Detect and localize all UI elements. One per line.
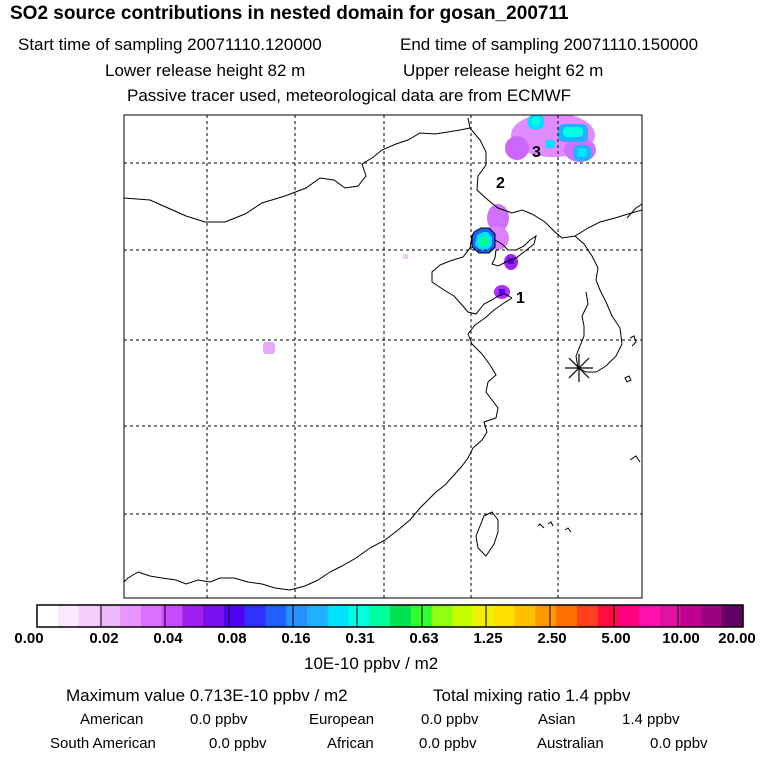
colorbar-swatch (556, 605, 578, 627)
map-gridlines (124, 115, 642, 598)
plume-peak (563, 127, 583, 137)
colorbar-label: 10.00 (662, 630, 700, 647)
colorbar-swatch (639, 605, 661, 627)
start-time-label: Start time of sampling 20071110.120000 (18, 35, 322, 54)
colorbar-swatch (535, 605, 557, 627)
colorbar-swatch (182, 605, 204, 627)
region-value-african: 0.0 ppbv (419, 735, 477, 752)
plume-peak (499, 289, 505, 295)
colorbar-swatch (265, 605, 287, 627)
colorbar-label: 0.31 (345, 630, 375, 647)
colorbar-swatch (348, 605, 370, 627)
region-value-australian: 0.0 ppbv (650, 735, 708, 752)
colorbar-swatch (306, 605, 329, 627)
colorbar-swatch (57, 605, 80, 627)
region-name-european: European (309, 711, 375, 728)
max-value-label: Maximum value 0.713E-10 ppbv / m2 (66, 686, 348, 705)
plume-blob (263, 342, 275, 354)
colorbar-label: 0.08 (217, 630, 247, 647)
source-label-3: 3 (532, 144, 541, 161)
colorbar-swatch (431, 605, 453, 627)
colorbar-unit: 10E-10 ppbv / m2 (304, 654, 439, 673)
colorbar-swatch (514, 605, 536, 627)
colorbar-frame (36, 604, 744, 628)
region-name-south-american: South American (50, 735, 156, 752)
colorbar-swatch (597, 605, 620, 627)
plume-blob (505, 136, 529, 160)
region-value-south-american: 0.0 ppbv (209, 735, 267, 752)
colorbar-swatch (493, 605, 516, 627)
region-name-australian: Australian (537, 735, 604, 752)
colorbar-swatch (37, 605, 59, 627)
colorbar-swatch (659, 605, 682, 627)
region-name-asian: Asian (538, 711, 576, 728)
colorbar-swatch (410, 605, 433, 627)
end-time-label: End time of sampling 20071110.150000 (400, 35, 699, 54)
colorbar-swatch (390, 605, 412, 627)
colorbar-label: 0.16 (281, 630, 311, 647)
colorbar (37, 605, 744, 627)
colorbar-label: 20.00 (718, 630, 756, 647)
tracer-note: Passive tracer used, meteorological data… (127, 86, 572, 105)
concentration-field (263, 115, 596, 354)
colorbar-label: 2.50 (537, 630, 567, 647)
plume-peak (577, 148, 587, 157)
colorbar-swatch (701, 605, 723, 627)
upper-release-height-label: Upper release height 62 m (403, 61, 604, 80)
colorbar-label: 5.00 (601, 630, 631, 647)
colorbar-swatch (78, 605, 100, 627)
receptor-asterisk-icon (565, 354, 593, 382)
map-background (124, 115, 642, 598)
colorbar-swatch (223, 605, 246, 627)
region-name-african: African (327, 735, 374, 752)
plume-peak (479, 236, 489, 247)
plume-blob (403, 254, 408, 259)
region-name-american: American (80, 711, 144, 728)
colorbar-swatch (369, 605, 391, 627)
colorbar-swatch (120, 605, 142, 627)
total-mixing-ratio-label: Total mixing ratio 1.4 ppbv (433, 686, 631, 705)
source-label-2: 2 (496, 175, 505, 192)
region-value-asian: 1.4 ppbv (622, 711, 680, 728)
colorbar-swatch (286, 605, 308, 627)
colorbar-label: 0.02 (89, 630, 119, 647)
colorbar-label: 0.04 (153, 630, 183, 647)
colorbar-swatch (244, 605, 267, 627)
map-frame (123, 114, 643, 599)
plume-peak (508, 258, 514, 264)
colorbar-swatch (161, 605, 183, 627)
colorbar-swatch (140, 605, 163, 627)
map-title: SO2 source contributions in nested domai… (10, 3, 569, 24)
colorbar-swatch (327, 605, 350, 627)
colorbar-swatch (99, 605, 121, 627)
coastlines (124, 117, 642, 591)
colorbar-swatch (203, 605, 225, 627)
region-value-american: 0.0 ppbv (190, 711, 248, 728)
colorbar-swatch (473, 605, 495, 627)
plume-cluster-2 (487, 204, 509, 232)
colorbar-label: 0.00 (14, 630, 44, 647)
plume-peak (532, 117, 540, 125)
colorbar-swatch (452, 605, 474, 627)
colorbar-swatch (576, 605, 599, 627)
colorbar-label: 0.63 (409, 630, 439, 647)
region-value-european: 0.0 ppbv (421, 711, 479, 728)
colorbar-swatch (722, 605, 744, 627)
colorbar-label: 1.25 (473, 630, 503, 647)
colorbar-swatch (618, 605, 640, 627)
plume-peak (545, 140, 555, 148)
source-label-1: 1 (516, 290, 525, 307)
colorbar-swatch (680, 605, 703, 627)
lower-release-height-label: Lower release height 82 m (105, 61, 306, 80)
colorbar-ticks (100, 605, 679, 627)
